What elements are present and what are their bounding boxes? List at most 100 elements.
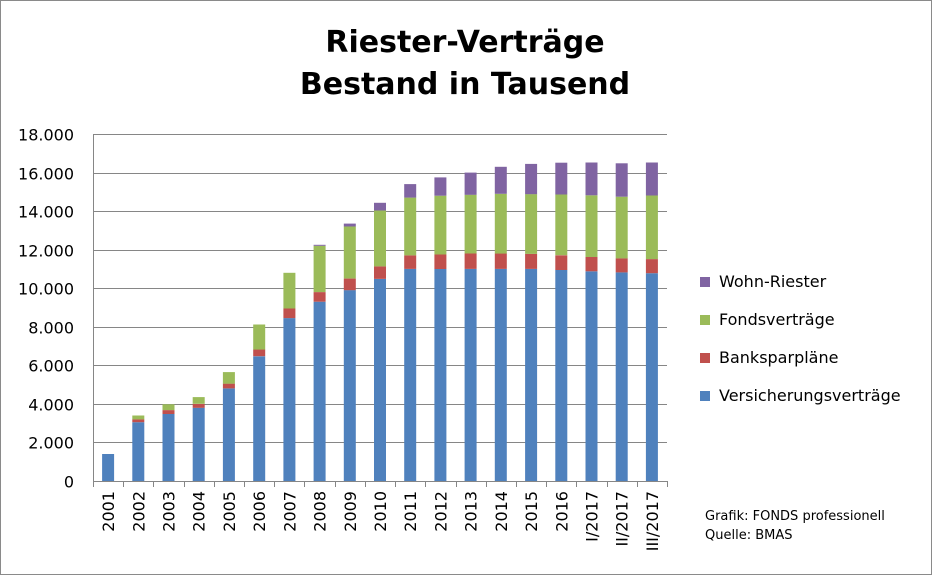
legend-swatch — [700, 353, 710, 363]
legend-label: Banksparpläne — [719, 348, 839, 367]
x-tick-label: 2002 — [129, 491, 148, 532]
bar-segment — [404, 184, 417, 198]
chart-title: Riester-Verträge Bestand in Tausend — [200, 22, 730, 106]
bar-segment — [525, 268, 538, 481]
bar-segment — [343, 226, 356, 279]
bar-segment — [494, 193, 507, 254]
x-tick-label: 2011 — [401, 491, 420, 532]
bar-segment — [132, 422, 145, 481]
x-tick-label: 2001 — [99, 491, 118, 532]
bar-segment — [283, 308, 296, 319]
bar-segment — [343, 223, 356, 227]
bar-segment — [102, 454, 115, 481]
bar-segment — [374, 266, 386, 279]
y-tick-label: 14.000 — [18, 203, 74, 222]
bar-segment — [555, 194, 568, 256]
bar-segment — [585, 195, 598, 257]
bar-segment — [132, 415, 145, 420]
bar-segment — [464, 268, 477, 481]
y-tick-label: 2.000 — [28, 434, 74, 453]
y-tick-label: 18.000 — [18, 126, 74, 145]
x-tick-label: 2015 — [522, 491, 541, 532]
y-tick-label: 12.000 — [18, 242, 74, 261]
chart-title-line-2: Bestand in Tausend — [299, 67, 631, 102]
bar-segment — [525, 253, 538, 269]
y-tick-label: 8.000 — [28, 319, 74, 338]
y-tick-label: 4.000 — [28, 396, 74, 415]
bar-segment — [192, 403, 205, 408]
bar-segment — [374, 279, 386, 481]
bar-segment — [404, 197, 417, 256]
x-tick-label: 2005 — [220, 491, 239, 532]
bar-segment — [343, 290, 356, 481]
legend-swatch — [700, 315, 710, 325]
bar-segment — [434, 177, 447, 196]
x-tick-label: 2003 — [160, 491, 179, 532]
bar-segment — [585, 257, 598, 272]
bar-segment — [283, 318, 296, 481]
bar-segment — [313, 292, 326, 302]
axes — [93, 134, 668, 487]
bar-segment — [464, 172, 477, 195]
y-tick-label: 10.000 — [18, 280, 74, 299]
x-tick-label: 2007 — [280, 491, 299, 532]
bar-segment — [222, 383, 235, 389]
bar-segment — [192, 407, 205, 481]
bar-segment — [374, 210, 386, 267]
y-tick-label: 16.000 — [18, 165, 74, 184]
bar-segment — [222, 388, 235, 481]
bar-segment — [645, 259, 658, 274]
y-tick-label: 0 — [64, 473, 74, 492]
bar-segment — [434, 268, 447, 481]
x-tick-labels: 2001 2002 2003 2004 2005 2006 2007 2008 2009 2010… — [99, 491, 662, 551]
x-tick-label: II/2017 — [613, 491, 632, 547]
bar-segment — [645, 162, 658, 196]
bar-segment — [494, 166, 507, 194]
bar-segment — [343, 278, 356, 291]
bar-segment — [162, 413, 175, 481]
bar-segment — [253, 349, 266, 357]
bar-segment — [404, 268, 417, 481]
legend-swatch — [700, 277, 710, 287]
x-tick-label: 2009 — [341, 491, 360, 532]
x-tick-label: 2008 — [311, 491, 330, 532]
x-tick-label: 2016 — [552, 491, 571, 532]
bar-segment — [222, 372, 235, 384]
legend-swatch — [700, 391, 710, 401]
bar-segment — [374, 202, 386, 211]
bar-segment — [525, 194, 538, 254]
bar-segment — [585, 271, 598, 481]
bar-segment — [434, 195, 447, 255]
bar-segment — [525, 163, 538, 195]
legend-label: Versicherungsverträge — [719, 386, 901, 405]
bar-segment — [313, 245, 326, 293]
bar-segment — [283, 272, 296, 309]
bar-segment — [615, 196, 628, 259]
y-tick-label: 6.000 — [28, 357, 74, 376]
x-tick-label: 2012 — [431, 491, 450, 532]
bars — [102, 162, 658, 481]
legend-label: Wohn-Riester — [719, 272, 827, 291]
bar-segment — [494, 253, 507, 269]
bar-segment — [494, 268, 507, 481]
x-tick-label: I/2017 — [582, 491, 601, 542]
y-tick-labels: 0 2.000 4.000 6.000 8.000 10.000 12.000 14.000 1… — [18, 126, 74, 492]
x-tick-label: 2014 — [492, 491, 511, 532]
bar-segment — [253, 356, 266, 481]
bar-segment — [253, 324, 266, 350]
source-origin: Quelle: BMAS — [705, 528, 793, 543]
bar-segment — [615, 272, 628, 481]
bar-segment — [404, 255, 417, 269]
bar-segment — [555, 269, 568, 481]
bar-segment — [645, 195, 658, 260]
bar-segment — [192, 397, 205, 404]
bar-segment — [162, 410, 175, 414]
bar-segment — [615, 163, 628, 197]
bar-segment — [132, 419, 145, 423]
x-tick-label: 2006 — [250, 491, 269, 532]
bar-segment — [555, 255, 568, 270]
bar-segment — [585, 162, 598, 196]
source-credit: Grafik: FONDS professionell — [705, 509, 885, 524]
x-tick-label: 2004 — [190, 491, 209, 532]
